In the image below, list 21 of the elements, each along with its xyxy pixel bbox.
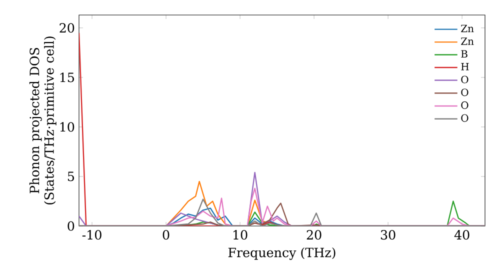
legend-label: O [461, 114, 468, 122]
legend-label: O [461, 88, 468, 96]
y-axis-title: Phonon projected DOS (States/THz·primitive cell) [29, 36, 56, 204]
legend-label: H [461, 63, 469, 70]
legend-label: Zn [461, 38, 474, 45]
x-tick-label: 10 [234, 230, 248, 240]
y-tick-label: 0 [68, 221, 74, 231]
x-axis-title: Frequency (THz) [228, 247, 336, 260]
x-tick-label: 30 [380, 230, 396, 240]
y-tick-label: 10 [60, 122, 74, 132]
legend-label: Zn [461, 24, 474, 32]
y-tick-label: 5 [68, 172, 74, 182]
x-tick-label: 20 [306, 230, 322, 240]
legend-label: O [461, 101, 468, 109]
legend-label: B [461, 50, 468, 58]
x-tick-label: 40 [454, 230, 470, 240]
x-tick-label: -10 [82, 230, 102, 240]
x-tick-label: 0 [162, 230, 170, 240]
y-tick-label: 15 [60, 72, 74, 82]
y-tick-label: 20 [60, 23, 74, 33]
legend-label: O [461, 76, 468, 84]
